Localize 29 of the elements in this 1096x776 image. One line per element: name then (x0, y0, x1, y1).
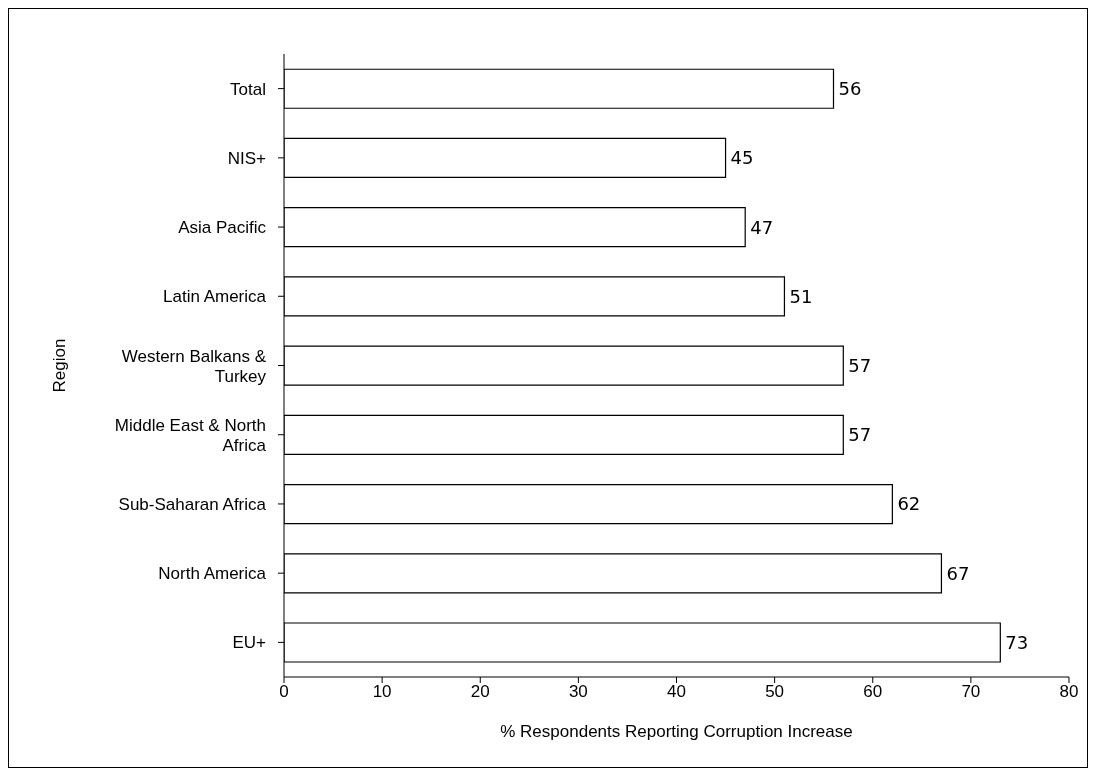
data-label: 51 (789, 285, 813, 307)
y-tick-label: Sub-Saharan Africa (118, 494, 267, 514)
y-tick-label: EU+ (232, 632, 267, 652)
y-tick-label: Total (230, 79, 266, 99)
x-tick-label: 60 (863, 682, 883, 702)
data-label: 56 (838, 78, 862, 100)
y-axis-title: Region (50, 338, 70, 393)
data-label: 67 (946, 562, 970, 584)
y-tick-label: Western Balkans & Turkey (121, 346, 267, 385)
y-tick-label: Middle East & North Africa (114, 415, 267, 455)
data-label: 62 (897, 493, 921, 515)
y-tick-label: Asia Pacific (178, 217, 267, 237)
data-label: 57 (848, 424, 872, 446)
x-tick-label: 20 (470, 682, 490, 702)
data-label: 57 (848, 355, 872, 377)
y-tick-label: Latin America (163, 286, 267, 306)
x-tick-label: 10 (372, 682, 392, 702)
data-label: 47 (750, 216, 774, 238)
y-tick-label: NIS+ (227, 148, 267, 168)
x-tick-label: 0 (279, 682, 289, 702)
x-tick-label: 50 (765, 682, 785, 702)
x-tick-label: 80 (1059, 682, 1079, 702)
x-tick-label: 70 (961, 682, 981, 702)
data-label: 45 (730, 147, 754, 169)
x-tick-label: 40 (667, 682, 686, 702)
data-label: 73 (1005, 631, 1029, 653)
x-axis-title: % Respondents Reporting Corruption Increase (500, 722, 853, 741)
y-tick-label: North America (158, 563, 267, 583)
x-tick-label: 30 (568, 682, 588, 702)
